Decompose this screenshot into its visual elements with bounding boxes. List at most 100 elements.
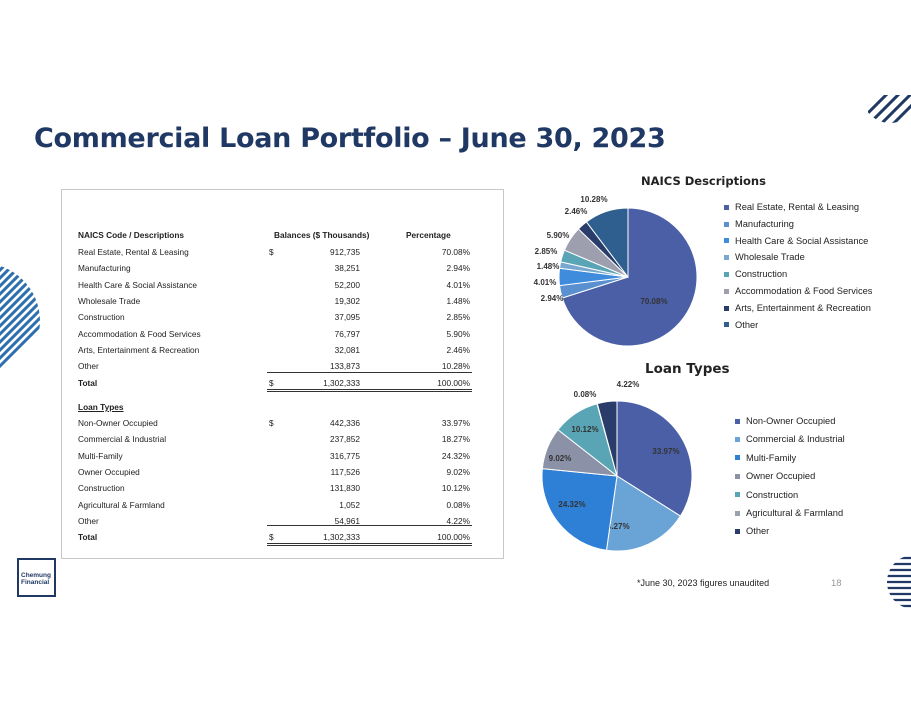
- header-label: NAICS Code / Descriptions: [78, 230, 185, 240]
- legend-label: Wholesale Trade: [735, 252, 805, 263]
- page-number: 18: [831, 578, 842, 589]
- data-label: 5.90%: [547, 231, 570, 240]
- loan-row: Non-Owner Occupied $442,336 33.97%: [62, 415, 503, 431]
- legend-item: Non-Owner Occupied: [735, 412, 845, 430]
- data-label: 10.12%: [571, 425, 598, 434]
- legend-label: Other: [735, 319, 759, 330]
- loan-label: Owner Occupied: [78, 466, 140, 477]
- loan-types-chart-title: Loan Types: [645, 361, 730, 377]
- legend-label: Construction: [746, 489, 799, 500]
- loan-portfolio-table: NAICS Code / Descriptions Balances ($ Th…: [61, 189, 504, 559]
- loan-pct: 4.22%: [446, 515, 470, 526]
- naics-pct: 4.01%: [446, 279, 470, 290]
- loan-balance: 117,526: [330, 466, 360, 477]
- legend-item: Owner Occupied: [735, 467, 845, 485]
- naics-row: Construction 37,095 2.85%: [62, 309, 503, 325]
- legend-item: Construction: [724, 266, 872, 283]
- loan-label: Construction: [78, 483, 125, 494]
- legend-label: Commercial & Industrial: [746, 434, 845, 445]
- naics-total-row: Total $ 1,302,333 100.00%: [62, 375, 503, 391]
- legend-swatch: [724, 255, 729, 261]
- legend-label: Multi-Family: [746, 452, 797, 463]
- logo-line1: Chemung: [21, 572, 51, 579]
- legend-item: Wholesale Trade: [724, 249, 872, 266]
- legend-label: Other: [746, 526, 770, 537]
- naics-pct: 10.28%: [441, 361, 470, 372]
- data-label: 0.08%: [574, 390, 597, 399]
- logo-text: Chemung Financial: [21, 572, 51, 586]
- naics-balance: 32,081: [334, 344, 360, 355]
- legend-swatch: [724, 305, 729, 311]
- naics-chart-title: NAICS Descriptions: [641, 174, 766, 188]
- loan-balance: 316,775: [330, 450, 360, 461]
- legend-item: Commercial & Industrial: [735, 430, 845, 448]
- legend-label: Construction: [735, 269, 788, 280]
- data-label: 4.22%: [617, 380, 640, 389]
- naics-total-balance: 1,302,333: [323, 378, 360, 388]
- naics-pct: 2.85%: [446, 312, 470, 323]
- naics-balance: 133,873: [330, 361, 360, 372]
- naics-pie-chart: 70.08% 2.94% 4.01% 1.48% 2.85% 5.90% 2.46% 10.2…: [534, 195, 698, 347]
- legend-item: Construction: [735, 486, 845, 504]
- naics-row: Manufacturing 38,251 2.94%: [62, 260, 503, 276]
- data-label: 10.28%: [580, 195, 607, 204]
- naics-total-label: Total: [78, 378, 98, 388]
- legend-swatch: [735, 510, 740, 516]
- logo-line2: Financial: [21, 578, 50, 586]
- data-label: 33.97%: [652, 447, 679, 456]
- naics-pct: 2.94%: [446, 263, 470, 274]
- naics-label: Health Care & Social Assistance: [78, 279, 197, 290]
- naics-label: Accommodation & Food Services: [78, 328, 201, 339]
- loan-total-label: Total: [78, 532, 98, 542]
- decorative-stripes-top-right: [868, 95, 911, 123]
- naics-dollar: $: [269, 247, 274, 257]
- legend-item: Multi-Family: [735, 449, 845, 467]
- loan-balance: 54,961: [334, 515, 360, 526]
- pie-slice: [605, 475, 682, 552]
- naics-label: Manufacturing: [78, 263, 131, 274]
- loan-types-pie-chart: 33.97% 18.27% 24.32% 9.02% 10.12% 0.08% 4.22%: [541, 380, 693, 552]
- loan-label: Multi-Family: [78, 450, 123, 461]
- loan-row: Owner Occupied 117,526 9.02%: [62, 464, 503, 480]
- loan-label: Non-Owner Occupied: [78, 418, 158, 428]
- legend-item: Real Estate, Rental & Leasing: [724, 199, 872, 216]
- legend-swatch: [724, 238, 729, 244]
- loan-types-heading-row: Loan Types: [62, 399, 503, 415]
- legend-swatch: [735, 473, 740, 479]
- loan-total-dollar: $: [269, 532, 274, 542]
- loan-row: Other 54,961 4.22%: [62, 513, 503, 529]
- legend-swatch: [724, 272, 729, 278]
- loan-total-row: Total $ 1,302,333 100.00%: [62, 529, 503, 545]
- footnote: *June 30, 2023 figures unaudited: [637, 578, 770, 588]
- naics-row: Other 133,873 10.28%: [62, 358, 503, 374]
- naics-balance: 37,095: [334, 312, 360, 323]
- loan-balance: 131,830: [330, 483, 360, 494]
- loan-row: Construction 131,830 10.12%: [62, 480, 503, 496]
- naics-total-double-line: [267, 389, 472, 392]
- loan-balance: 442,336: [330, 418, 360, 428]
- legend-label: Non-Owner Occupied: [746, 416, 836, 426]
- naics-balance: 52,200: [334, 279, 360, 290]
- legend-item: Agricultural & Farmland: [735, 504, 845, 522]
- legend-swatch: [735, 455, 740, 461]
- pie-slice: [561, 207, 698, 347]
- naics-pct: 70.08%: [441, 247, 470, 257]
- legend-item: Arts, Entertainment & Recreation: [724, 300, 872, 317]
- naics-balance: 76,797: [334, 328, 360, 339]
- loan-pct: 9.02%: [446, 466, 470, 477]
- naics-pct: 5.90%: [446, 328, 470, 339]
- legend-swatch: [724, 322, 729, 328]
- loan-label: Agricultural & Farmland: [78, 499, 165, 510]
- loan-types-legend: Non-Owner Occupied Commercial & Industria…: [735, 412, 845, 541]
- loan-subtotal-line: [267, 525, 472, 526]
- legend-swatch: [735, 529, 740, 535]
- legend-label: Owner Occupied: [746, 471, 816, 482]
- naics-balance: 38,251: [334, 263, 360, 274]
- legend-label: Agricultural & Farmland: [746, 507, 844, 518]
- decorative-stripes-left: [0, 263, 40, 379]
- decorative-stripes-bottom-right: [887, 556, 911, 608]
- loan-pct: 0.08%: [446, 499, 470, 510]
- naics-pct: 2.46%: [446, 344, 470, 355]
- naics-subtotal-line: [267, 372, 472, 373]
- naics-row: Accommodation & Food Services 76,797 5.90%: [62, 326, 503, 342]
